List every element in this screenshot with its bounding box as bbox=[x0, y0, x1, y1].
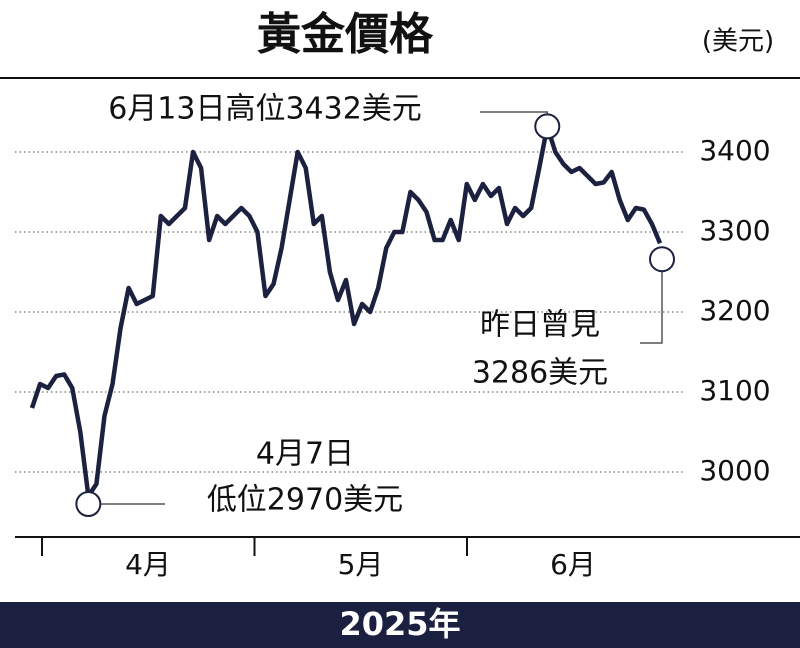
y-tick-label: 3300 bbox=[699, 214, 770, 247]
highlight-point bbox=[75, 491, 102, 517]
chart-title: 黃金價格 bbox=[257, 9, 434, 60]
highlight-point bbox=[649, 246, 675, 273]
y-tick-label: 3000 bbox=[699, 454, 770, 487]
footer-band bbox=[0, 602, 800, 648]
x-tick-label: 5月 bbox=[338, 548, 384, 581]
annotation: 6月13日高位3432美元 bbox=[108, 92, 422, 127]
x-tick-label: 6月 bbox=[550, 548, 596, 581]
x-tick-label: 4月 bbox=[125, 548, 171, 581]
annotation: 低位2970美元 bbox=[207, 483, 403, 518]
annotation: 昨日曾見 bbox=[480, 308, 600, 343]
y-tick-label: 3100 bbox=[699, 374, 770, 407]
y-unit: (美元) bbox=[702, 27, 774, 57]
annotation: 3286美元 bbox=[472, 356, 608, 391]
x-label: 2025年 bbox=[339, 605, 460, 643]
y-tick-label: 3400 bbox=[699, 134, 770, 167]
connector bbox=[640, 259, 663, 344]
price-line bbox=[29, 124, 663, 499]
annotation: 4月7日 bbox=[256, 437, 354, 472]
y-tick-label: 3200 bbox=[699, 294, 770, 327]
highlight-point bbox=[534, 113, 561, 140]
